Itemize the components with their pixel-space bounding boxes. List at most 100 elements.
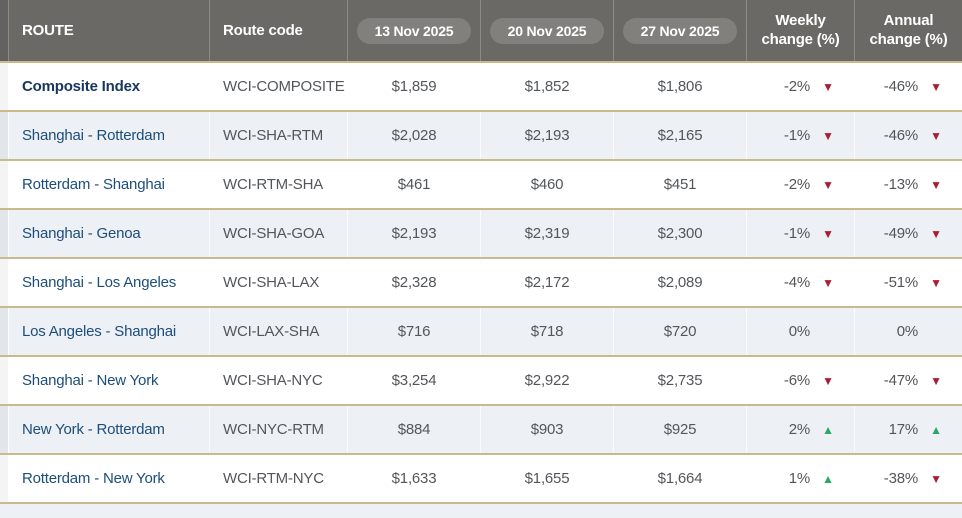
- price-week-1: $2,328: [347, 259, 480, 306]
- price-week-3: $1,664: [613, 455, 746, 502]
- row-left-edge: [0, 63, 9, 110]
- annual-change-value: -47%: [883, 372, 918, 389]
- table-body: Composite Index WCI-COMPOSITE $1,859 $1,…: [0, 63, 962, 504]
- triangle-down-icon: ▼: [822, 275, 834, 290]
- table-row: Shanghai - Genoa WCI-SHA-GOA $2,193 $2,3…: [0, 210, 962, 259]
- route-name: Rotterdam - New York: [22, 470, 165, 487]
- route-code: WCI-LAX-SHA: [209, 308, 347, 355]
- triangle-up-icon: ▲: [822, 471, 834, 486]
- annual-change-value: 17%: [888, 421, 919, 438]
- table-row: Shanghai - Los Angeles WCI-SHA-LAX $2,32…: [0, 259, 962, 308]
- weekly-change-label-line2: change (%): [761, 30, 840, 48]
- row-left-edge: [0, 112, 9, 159]
- column-header-date-2: 20 Nov 2025: [480, 0, 613, 61]
- weekly-change-cell: 1% ▲: [746, 455, 854, 502]
- triangle-down-icon: ▼: [930, 275, 942, 290]
- price-week-3: $451: [613, 161, 746, 208]
- row-left-edge: [0, 406, 9, 453]
- price-week-3: $2,735: [613, 357, 746, 404]
- annual-change-label-line1: Annual: [883, 11, 934, 29]
- price-week-1: $1,859: [347, 63, 480, 110]
- weekly-change-label-line1: Weekly: [775, 11, 826, 29]
- weekly-change-value: -1%: [783, 225, 810, 242]
- price-week-3: $925: [613, 406, 746, 453]
- route-name: New York - Rotterdam: [22, 421, 165, 438]
- weekly-change-cell: -1% ▼: [746, 112, 854, 159]
- price-week-2: $2,172: [480, 259, 613, 306]
- price-week-3: $2,165: [613, 112, 746, 159]
- row-left-edge: [0, 455, 9, 502]
- price-week-1: $884: [347, 406, 480, 453]
- annual-change-value: -13%: [883, 176, 918, 193]
- annual-change-cell: -49% ▼: [854, 210, 962, 257]
- price-week-1: $2,193: [347, 210, 480, 257]
- price-week-1: $1,633: [347, 455, 480, 502]
- weekly-change-value: 0%: [788, 323, 810, 340]
- route-code: WCI-RTM-SHA: [209, 161, 347, 208]
- table-header: ROUTE Route code 13 Nov 2025 20 Nov 2025…: [0, 0, 962, 63]
- annual-change-cell: 17% ▲: [854, 406, 962, 453]
- weekly-change-value: -1%: [783, 127, 810, 144]
- route-code: WCI-COMPOSITE: [209, 63, 347, 110]
- weekly-change-value: 2%: [788, 421, 810, 438]
- price-week-2: $903: [480, 406, 613, 453]
- route-code: WCI-SHA-LAX: [209, 259, 347, 306]
- row-left-edge: [0, 161, 9, 208]
- route-name: Rotterdam - Shanghai: [22, 176, 165, 193]
- date-badge: 13 Nov 2025: [357, 17, 471, 44]
- annual-change-cell: -46% ▼: [854, 63, 962, 110]
- weekly-change-value: -2%: [783, 176, 810, 193]
- price-week-2: $718: [480, 308, 613, 355]
- weekly-change-value: -6%: [783, 372, 810, 389]
- triangle-down-icon: ▼: [930, 471, 942, 486]
- price-week-3: $2,300: [613, 210, 746, 257]
- route-name: Composite Index: [22, 78, 140, 95]
- annual-change-value: -46%: [883, 78, 918, 95]
- price-week-2: $1,852: [480, 63, 613, 110]
- triangle-down-icon: ▼: [930, 177, 942, 192]
- weekly-change-value: -2%: [783, 78, 810, 95]
- column-header-date-1: 13 Nov 2025: [347, 0, 480, 61]
- table-row: Shanghai - Rotterdam WCI-SHA-RTM $2,028 …: [0, 112, 962, 161]
- annual-change-value: -38%: [883, 470, 918, 487]
- annual-change-value: -46%: [883, 127, 918, 144]
- weekly-change-cell: -1% ▼: [746, 210, 854, 257]
- route-code: WCI-SHA-NYC: [209, 357, 347, 404]
- column-header-weekly-change: Weekly change (%): [746, 0, 854, 61]
- price-week-1: $716: [347, 308, 480, 355]
- triangle-down-icon: ▼: [822, 177, 834, 192]
- route-name: Los Angeles - Shanghai: [22, 323, 177, 340]
- row-left-edge: [0, 259, 9, 306]
- route-name: Shanghai - Los Angeles: [22, 274, 177, 291]
- price-week-2: $1,655: [480, 455, 613, 502]
- route-code: WCI-RTM-NYC: [209, 455, 347, 502]
- date-badge: 27 Nov 2025: [623, 17, 737, 44]
- price-week-2: $460: [480, 161, 613, 208]
- next-row-edge: [0, 504, 962, 518]
- route-code: WCI-NYC-RTM: [209, 406, 347, 453]
- annual-change-cell: -47% ▼: [854, 357, 962, 404]
- annual-change-cell: 0%: [854, 308, 962, 355]
- annual-change-cell: -51% ▼: [854, 259, 962, 306]
- weekly-change-cell: -2% ▼: [746, 63, 854, 110]
- price-week-2: $2,193: [480, 112, 613, 159]
- price-week-2: $2,319: [480, 210, 613, 257]
- price-week-1: $2,028: [347, 112, 480, 159]
- weekly-change-value: -4%: [783, 274, 810, 291]
- annual-change-cell: -46% ▼: [854, 112, 962, 159]
- price-week-3: $1,806: [613, 63, 746, 110]
- annual-change-value: 0%: [896, 323, 918, 340]
- column-header-annual-change: Annual change (%): [854, 0, 962, 61]
- weekly-change-cell: 2% ▲: [746, 406, 854, 453]
- row-left-edge: [0, 357, 9, 404]
- weekly-change-cell: -4% ▼: [746, 259, 854, 306]
- column-header-date-3: 27 Nov 2025: [613, 0, 746, 61]
- triangle-down-icon: ▼: [930, 79, 942, 94]
- weekly-change-cell: -2% ▼: [746, 161, 854, 208]
- triangle-up-icon: ▲: [822, 422, 834, 437]
- annual-change-value: -51%: [883, 274, 918, 291]
- triangle-down-icon: ▼: [822, 128, 834, 143]
- table-row: Shanghai - New York WCI-SHA-NYC $3,254 $…: [0, 357, 962, 406]
- triangle-down-icon: ▼: [930, 226, 942, 241]
